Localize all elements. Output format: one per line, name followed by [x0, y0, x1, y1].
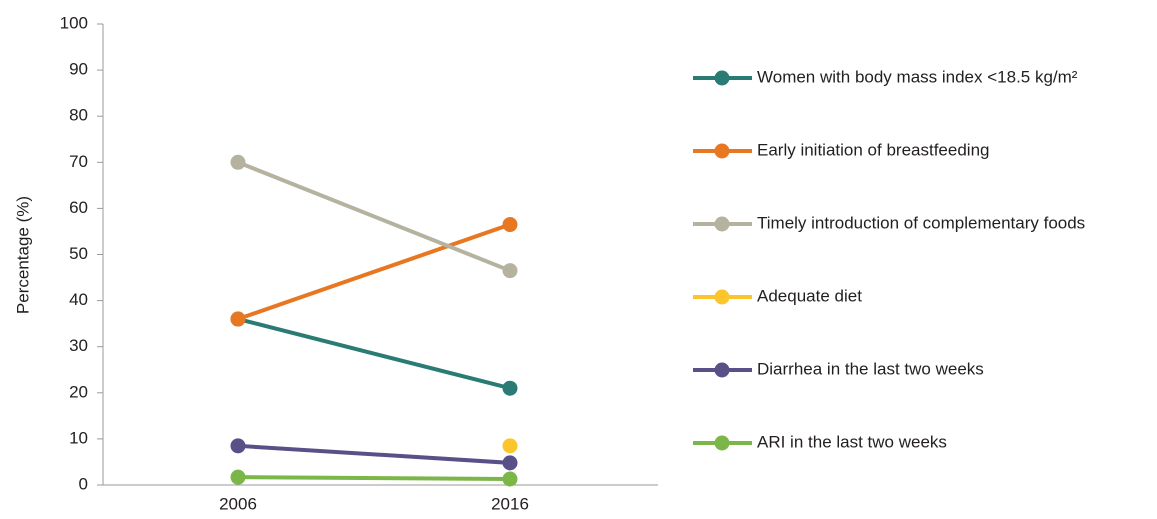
- data-point: [230, 154, 246, 170]
- y-axis-label: Percentage (%): [13, 196, 32, 314]
- data-point: [502, 438, 518, 454]
- y-tick-label: 10: [69, 428, 88, 447]
- legend-label: Women with body mass index <18.5 kg/m²: [757, 67, 1078, 86]
- legend-label: ARI in the last two weeks: [757, 432, 947, 451]
- x-tick-label: 2006: [219, 494, 257, 513]
- data-point: [230, 438, 246, 454]
- x-tick-label: 2016: [491, 494, 529, 513]
- legend-marker: [714, 143, 730, 159]
- legend-label: Timely introduction of complementary foo…: [757, 213, 1085, 232]
- series-line: [237, 160, 511, 273]
- series-line: [237, 222, 511, 321]
- data-point: [502, 471, 518, 487]
- legend-label: Early initiation of breastfeeding: [757, 140, 989, 159]
- series-line: [237, 317, 511, 391]
- series-line: [237, 475, 511, 482]
- legend-label: Adequate diet: [757, 286, 862, 305]
- y-tick-label: 20: [69, 382, 88, 401]
- legend-marker: [714, 289, 730, 305]
- y-tick-label: 30: [69, 336, 88, 355]
- y-tick-label: 70: [69, 152, 88, 171]
- y-tick-label: 50: [69, 244, 88, 263]
- series-line: [237, 443, 511, 465]
- y-tick-label: 60: [69, 198, 88, 217]
- y-tick-label: 100: [60, 13, 88, 32]
- data-point: [230, 311, 246, 327]
- legend-marker: [714, 435, 730, 451]
- legend-marker: [714, 216, 730, 232]
- data-point: [502, 380, 518, 396]
- y-tick-label: 40: [69, 290, 88, 309]
- legend-marker: [714, 362, 730, 378]
- y-tick-label: 0: [79, 474, 88, 493]
- legend-label: Diarrhea in the last two weeks: [757, 359, 984, 378]
- data-point: [502, 217, 518, 233]
- data-point: [230, 469, 246, 485]
- y-tick-label: 80: [69, 106, 88, 125]
- data-point: [502, 263, 518, 279]
- data-point: [502, 455, 518, 471]
- legend-marker: [714, 70, 730, 86]
- y-tick-label: 90: [69, 60, 88, 79]
